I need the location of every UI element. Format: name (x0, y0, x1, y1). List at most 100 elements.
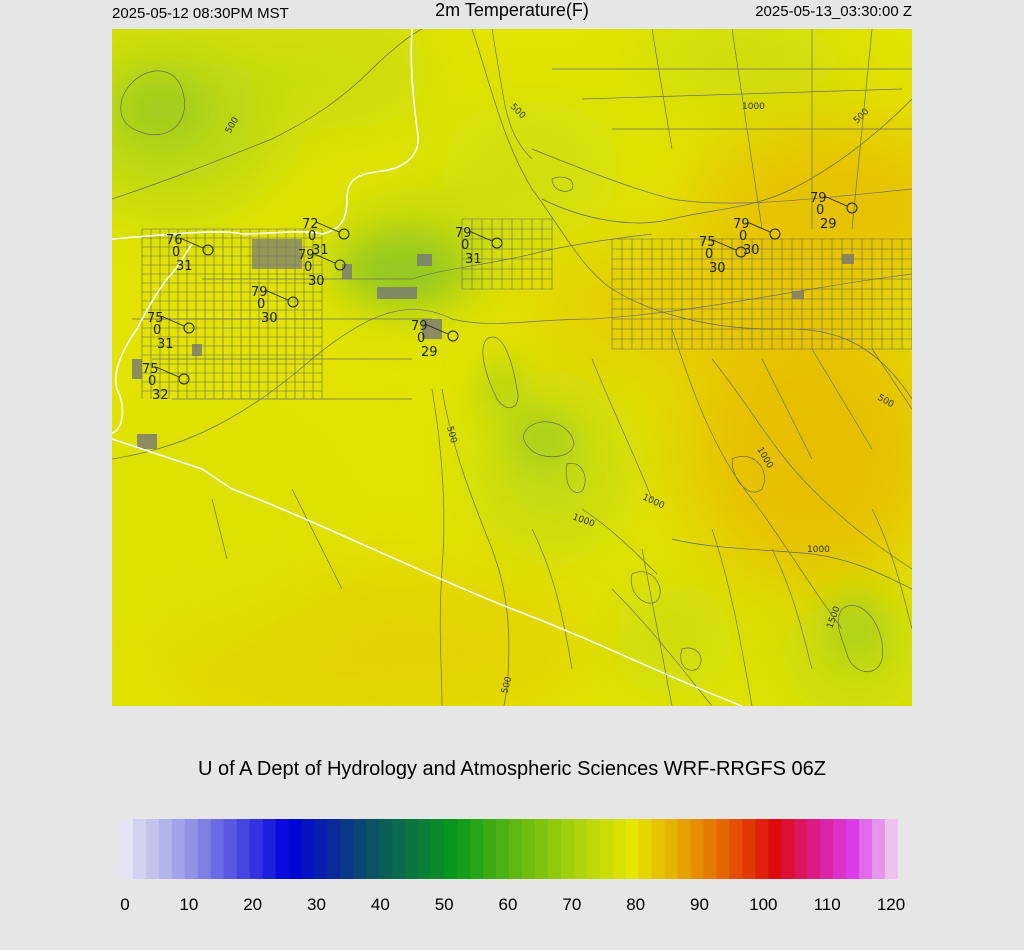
colorbar-swatch (392, 819, 406, 879)
station-wind: 0 (816, 203, 824, 218)
wind-barb (468, 230, 493, 242)
station-wind: 0 (461, 238, 469, 253)
valid-time-label: 2025-05-13_03:30:00 Z (755, 3, 912, 20)
colorbar-swatch (651, 819, 666, 879)
road-network (112, 29, 912, 706)
station-dewpoint: 32 (152, 388, 169, 403)
station-temperature: 72 (302, 217, 319, 232)
station-temperature: 76 (166, 233, 183, 248)
colorbar-swatch (120, 819, 134, 879)
station-dewpoint: 31 (312, 243, 329, 258)
colorbar-swatch (612, 819, 627, 879)
colorbar-swatch (457, 819, 471, 879)
colorbar-swatch (444, 819, 458, 879)
svg-text:1000: 1000 (742, 102, 765, 112)
colorbar-swatch (794, 819, 808, 879)
colorbar-swatch (483, 819, 497, 879)
dense-urban-blocks (132, 239, 854, 449)
wind-barb (264, 289, 289, 301)
station-wind: 0 (172, 245, 180, 260)
svg-text:1000: 1000 (807, 545, 830, 555)
station-circle (769, 228, 781, 240)
station-dewpoint: 30 (261, 311, 278, 326)
colorbar-swatch (586, 819, 601, 879)
colorbar-swatch (288, 819, 303, 879)
wind-barb (712, 239, 737, 251)
colorbar-swatch (716, 819, 731, 879)
station-temperature: 79 (251, 285, 268, 300)
colorbar-swatch (547, 819, 562, 879)
colorbar-swatch (379, 819, 393, 879)
colorbar-swatch (366, 819, 380, 879)
colorbar-swatch (197, 819, 212, 879)
station-dewpoint: 29 (820, 217, 837, 232)
colorbar-tick-label: 100 (749, 895, 778, 914)
colorbar-tick-label: 10 (179, 895, 199, 914)
station-circle (202, 244, 214, 256)
colorbar-swatch (664, 819, 679, 879)
colorbar-swatch (132, 819, 147, 879)
colorbar-tick-label: 70 (562, 895, 582, 914)
colorbar-swatch (171, 819, 186, 879)
colorbar-swatch (820, 819, 834, 879)
colorbar-swatch (729, 819, 743, 879)
station-circle (447, 330, 459, 342)
local-time-label: 2025-05-12 08:30PM MST (112, 5, 289, 22)
station-circle (338, 228, 350, 240)
colorbar-swatch (262, 819, 277, 879)
station-wind: 0 (148, 374, 156, 389)
colorbar-swatch (301, 819, 316, 879)
colorbar-swatch (158, 819, 173, 879)
colorbar-tick-label: 80 (626, 895, 646, 914)
colorbar-swatch (275, 819, 290, 879)
station-wind: 0 (308, 229, 316, 244)
colorbar-swatch (742, 819, 756, 879)
colorbar-swatch (223, 819, 238, 879)
wind-barb (179, 237, 204, 249)
station-temperature: 75 (147, 311, 164, 326)
colorbar-swatch (145, 819, 160, 879)
station-wind: 0 (705, 247, 713, 262)
station-dewpoint: 31 (176, 259, 193, 274)
station-dewpoint: 29 (421, 345, 438, 360)
colorbar-tick-labels: 0 10 20 30 40 50 60 70 80 90 100 110 120 (0, 895, 1024, 917)
station-circle (846, 202, 858, 214)
colorbar-swatch (677, 819, 692, 879)
wind-barb (424, 323, 449, 335)
station-wind: 0 (739, 229, 747, 244)
colorbar-tick-label: 50 (434, 895, 454, 914)
station-circle (178, 373, 190, 385)
colorbar-swatch (560, 819, 575, 879)
colorbar-swatch (327, 819, 342, 879)
colorbar-swatch (807, 819, 821, 879)
svg-text:500: 500 (500, 675, 514, 694)
colorbar-swatch (405, 819, 419, 879)
colorbar-swatch (781, 819, 795, 879)
colorbar-swatch (885, 819, 899, 879)
colorbar-tick-label: 120 (876, 895, 906, 914)
svg-text:500: 500 (444, 425, 458, 444)
station-circle (334, 259, 346, 271)
temperature-map: 500 500 500 1000 1000 1000 1000 1000 150… (112, 29, 912, 706)
wind-barb (315, 221, 340, 233)
colorbar-swatch (833, 819, 847, 879)
wind-barb (823, 195, 848, 207)
colorbar-swatch (755, 819, 769, 879)
colorbar-swatch (521, 819, 536, 879)
temperature-field (112, 29, 912, 706)
colorbar-swatch (496, 819, 510, 879)
colorbar-tick-label: 30 (307, 895, 326, 914)
station-temperature: 79 (411, 319, 428, 334)
station-temperature: 79 (810, 191, 827, 206)
station-temperature: 75 (699, 235, 716, 250)
colorbar-swatch (509, 819, 523, 879)
map-title: 2m Temperature(F) (435, 0, 589, 20)
station-circle (491, 237, 503, 249)
colorbar-swatch (249, 819, 264, 879)
station-wind: 0 (257, 297, 265, 312)
colorbar-swatch (340, 819, 354, 879)
